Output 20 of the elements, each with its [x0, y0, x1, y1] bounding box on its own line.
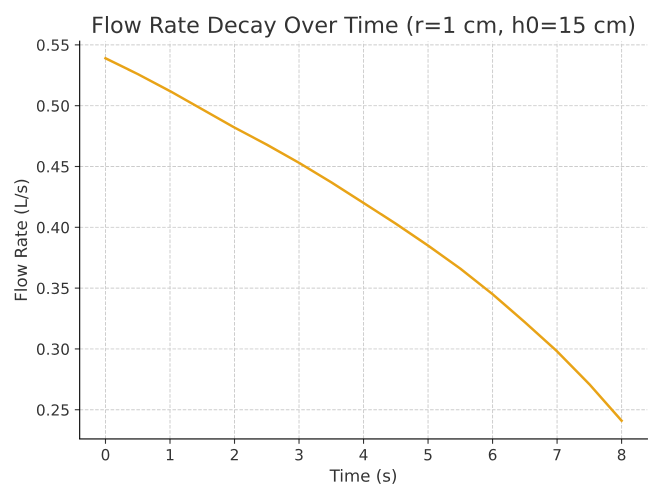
x-tick-label: 7 [553, 449, 561, 460]
y-tick-label: 0.25 [36, 404, 69, 416]
x-tick-label: 3 [295, 448, 303, 460]
y-tick-label: 0.30 [36, 343, 69, 355]
x-axis-title: Time (s) [330, 468, 396, 484]
line-series [104, 57, 623, 422]
y-tick-label: 0.35 [36, 282, 69, 294]
x-tick-label: 0 [102, 448, 110, 460]
x-tick-label: 6 [488, 448, 496, 460]
x-tick-label: 5 [424, 449, 432, 460]
y-tick-label: 0.40 [36, 222, 69, 234]
x-tick-label: 1 [166, 449, 174, 460]
y-axis-title: Flow Rate (L/s) [14, 180, 30, 300]
y-tick-label: 0.45 [36, 160, 69, 173]
y-tick-label: 0.50 [36, 100, 69, 112]
chart-title: Flow Rate Decay Over Time (r=1 cm, h0=15 cm) [93, 16, 634, 38]
x-tick-label: 4 [359, 449, 368, 460]
x-tick-label: 8 [618, 448, 626, 460]
y-tick-label: 0.55 [36, 39, 69, 51]
x-tick-label: 2 [230, 448, 238, 460]
